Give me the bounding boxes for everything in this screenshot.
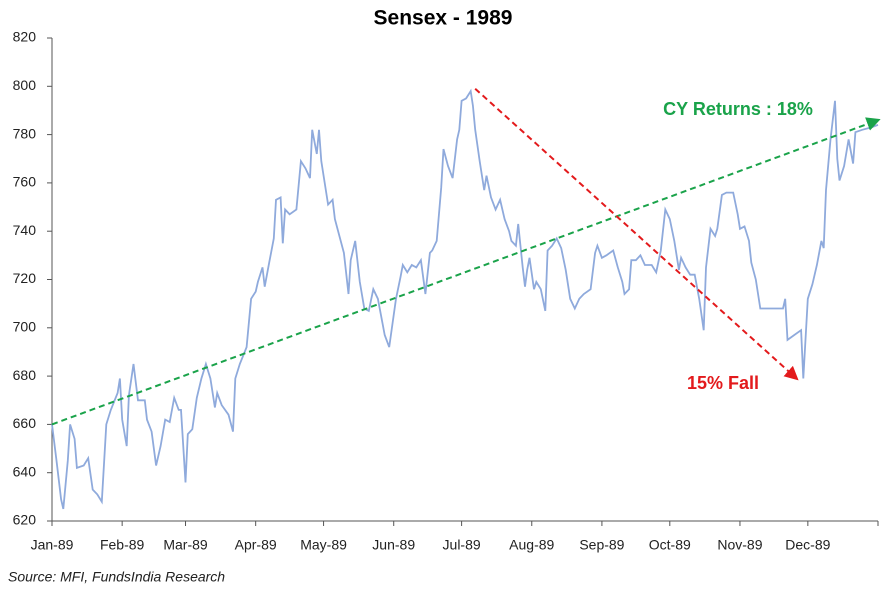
x-tick-label: Aug-89 xyxy=(509,537,554,553)
sensex-line xyxy=(51,88,879,510)
x-tick-label: Sep-89 xyxy=(579,537,624,553)
y-tick-label: 800 xyxy=(13,77,37,93)
trend-label: 15% Fall xyxy=(687,373,759,393)
x-tick-label: Jan-89 xyxy=(31,537,74,553)
source-note: Source: MFI, FundsIndia Research xyxy=(8,569,225,585)
y-tick-label: 720 xyxy=(13,270,37,286)
trend-arrow xyxy=(51,117,881,426)
y-tick-label: 680 xyxy=(13,367,37,383)
y-tick-label: 660 xyxy=(13,415,37,431)
y-tick-label: 820 xyxy=(13,29,37,45)
y-tick-label: 740 xyxy=(13,222,37,238)
x-tick-label: May-89 xyxy=(300,537,347,553)
x-tick-label: Oct-89 xyxy=(649,537,691,553)
y-tick-label: 620 xyxy=(13,512,37,528)
x-tick-label: Jul-89 xyxy=(443,537,481,553)
x-tick-label: Feb-89 xyxy=(100,537,145,553)
trend-label: CY Returns : 18% xyxy=(663,99,813,119)
y-tick-label: 760 xyxy=(13,174,37,190)
y-tick-label: 780 xyxy=(13,125,37,141)
y-tick-label: 640 xyxy=(13,463,37,479)
trend-arrow xyxy=(474,87,799,381)
x-tick-label: Dec-89 xyxy=(785,537,830,553)
y-tick-label: 700 xyxy=(13,319,37,335)
x-tick-label: Nov-89 xyxy=(717,537,762,553)
x-tick-label: Jun-89 xyxy=(372,537,415,553)
chart-title: Sensex - 1989 xyxy=(374,7,513,30)
x-tick-label: Mar-89 xyxy=(163,537,208,553)
x-tick-label: Apr-89 xyxy=(235,537,277,553)
